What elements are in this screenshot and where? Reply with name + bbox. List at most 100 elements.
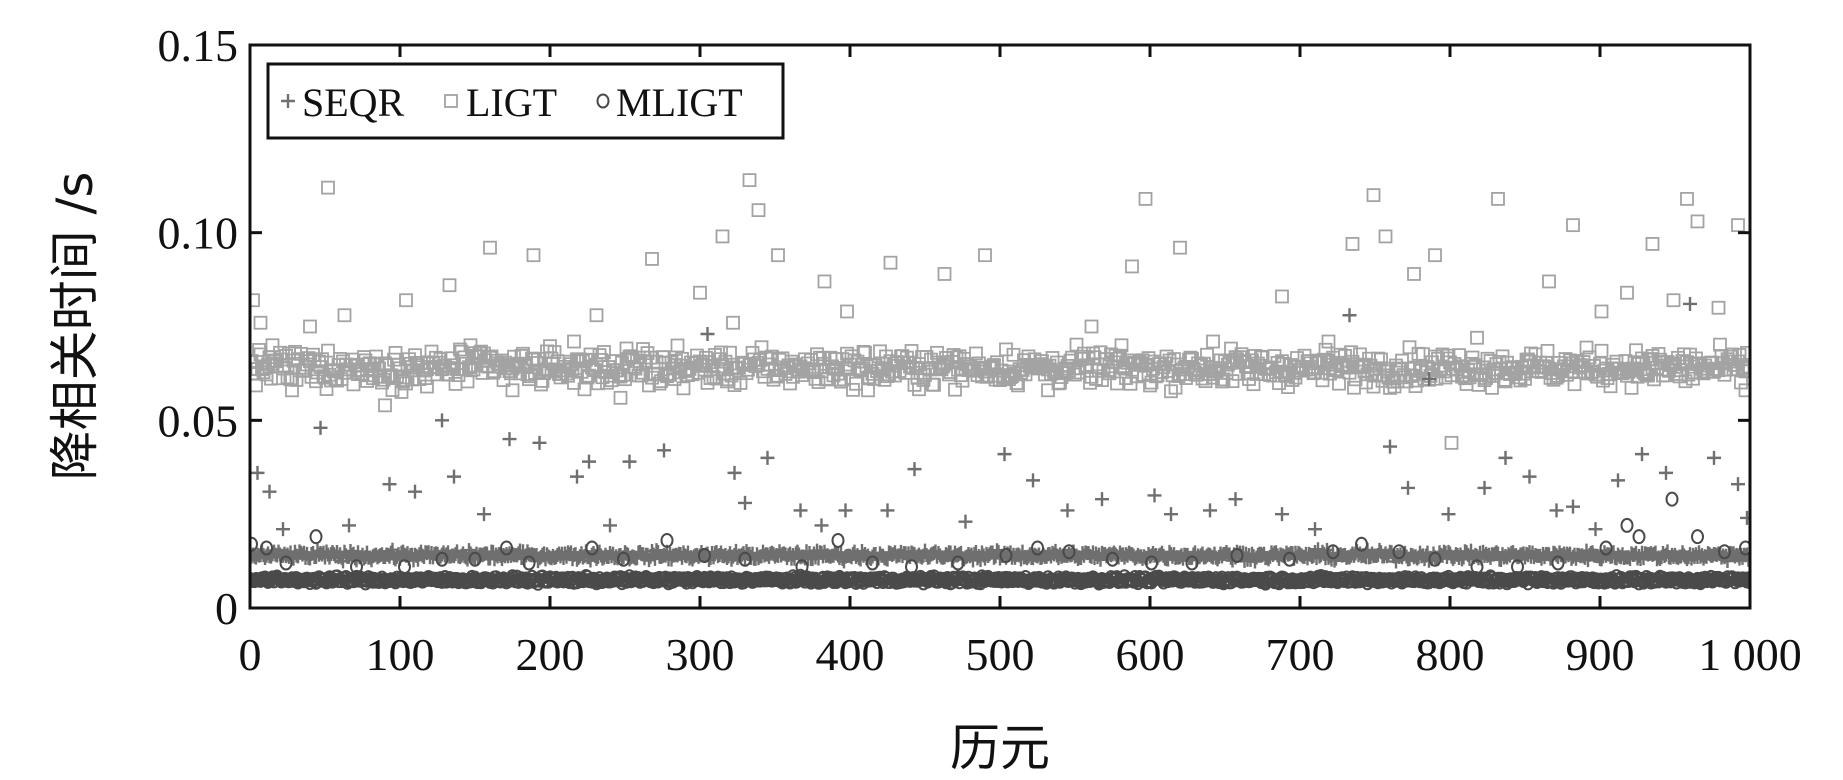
seqr-outlier-point <box>880 503 895 518</box>
seqr-outlier-point <box>1477 480 1492 495</box>
ligt-outlier-point <box>1620 285 1634 300</box>
seqr-outlier-point <box>1549 503 1564 518</box>
seqr-outlier-point <box>570 469 584 484</box>
ligt-point <box>739 366 754 381</box>
ligt-point <box>969 346 983 361</box>
ligt-point <box>381 369 395 384</box>
ligt-point <box>706 370 721 385</box>
ligt-outlier-point <box>751 203 766 218</box>
seqr-outlier-point <box>582 454 596 469</box>
ligt-outlier-point <box>978 248 992 263</box>
ligt-point <box>253 347 268 362</box>
ligt-outlier-point <box>1711 300 1726 315</box>
seqr-outlier-point <box>342 518 356 533</box>
ligt-point <box>618 372 632 387</box>
ligt-point <box>462 360 476 375</box>
seqr-outlier-point <box>793 503 808 518</box>
ligt-point <box>652 376 667 391</box>
ligt-point <box>396 374 410 389</box>
ligt-point <box>597 345 611 359</box>
ligt-outlier-point <box>1275 289 1289 304</box>
ligt-outlier-point <box>817 274 832 289</box>
seqr-outlier-point <box>1659 465 1673 480</box>
ligt-point <box>948 382 962 397</box>
ligt-outlier-point <box>1357 364 1372 379</box>
x-tick-label: 500 <box>966 629 1035 680</box>
ligt-outlier-point <box>303 319 317 334</box>
ligt-point <box>607 354 622 368</box>
ligt-point <box>715 359 730 374</box>
ligt-point <box>811 375 826 389</box>
ligt-point <box>913 365 928 380</box>
mligt-outlier-point <box>1392 544 1406 560</box>
ligt-point <box>754 340 769 355</box>
ligt-point <box>1318 342 1333 357</box>
mligt-outlier-point <box>1691 529 1704 545</box>
ligt-outlier-point <box>1407 267 1421 281</box>
mligt-outlier-point <box>1106 551 1119 567</box>
mligt-outlier-point <box>585 540 599 556</box>
ligt-point <box>309 374 323 389</box>
ligt-point <box>1317 352 1331 367</box>
seqr-outlier-point <box>1401 480 1415 495</box>
ligt-outlier-point <box>1690 214 1705 229</box>
ligt-outlier-point <box>547 364 562 379</box>
y-tick-label: 0.05 <box>158 395 239 446</box>
ligt-point <box>280 370 295 385</box>
ligt-point <box>927 377 941 392</box>
ligt-point <box>1567 377 1582 392</box>
mligt-outlier-point <box>1428 551 1442 567</box>
mligt-outlier-point <box>999 547 1013 563</box>
ligt-outlier-point <box>442 278 457 293</box>
mligt-outlier-point <box>309 529 323 545</box>
mligt-outlier-point <box>522 555 536 571</box>
series-ligt <box>250 173 1750 450</box>
ligt-outlier-point <box>1084 319 1099 334</box>
mligt-outlier-point <box>1031 540 1044 556</box>
legend-label-ligt: LIGT <box>466 80 557 125</box>
data-points <box>250 173 1750 591</box>
mligt-outlier-point <box>866 555 879 571</box>
mligt-outlier-point <box>1062 544 1076 560</box>
ligt-outlier-point <box>883 255 898 270</box>
ligt-point <box>1102 366 1117 381</box>
legend-marker-seqr <box>281 94 295 108</box>
ligt-outlier-point <box>667 372 682 386</box>
mligt-outlier-point <box>279 555 293 571</box>
ligt-point <box>1719 362 1733 377</box>
seqr-outlier-point <box>1164 507 1178 522</box>
legend-label-seqr: SEQR <box>302 80 405 125</box>
seqr-outlier-point <box>1383 439 1397 454</box>
seqr-outlier-point <box>814 518 829 533</box>
ligt-outlier-point <box>790 364 805 379</box>
ligt-outlier-point <box>321 180 335 195</box>
legend-marker-mligt <box>596 93 610 109</box>
mligt-outlier-point <box>1283 551 1296 567</box>
ligt-outlier-point <box>567 334 581 349</box>
seqr-outlier-point <box>1707 450 1721 465</box>
ligt-point <box>393 361 407 376</box>
seqr-outlier-point <box>477 507 491 522</box>
seqr-outlier-point <box>1026 473 1040 488</box>
ligt-point <box>834 374 848 389</box>
ligt-point <box>453 342 467 357</box>
seqr-outlier-point <box>1566 499 1580 514</box>
ligt-point <box>1498 374 1513 389</box>
ligt-point <box>252 343 266 357</box>
ligt-point <box>1198 374 1213 389</box>
ligt-point <box>714 345 728 360</box>
mligt-outlier-point <box>1665 491 1679 507</box>
ligt-point <box>943 365 958 379</box>
seqr-outlier-point <box>700 327 715 342</box>
mligt-outlier-point <box>905 559 918 575</box>
seqr-outlier-point <box>838 503 853 518</box>
ligt-outlier-point <box>1594 304 1609 319</box>
y-tick-label: 0.15 <box>158 20 239 71</box>
ligt-outlier-point <box>378 398 392 413</box>
ligt-outlier-point <box>912 357 926 371</box>
mligt-outlier-point <box>1739 540 1750 556</box>
legend-label-mligt: MLIGT <box>616 80 743 125</box>
ligt-point <box>1740 345 1750 360</box>
ligt-point <box>1540 343 1555 358</box>
x-tick-label: 400 <box>816 629 885 680</box>
